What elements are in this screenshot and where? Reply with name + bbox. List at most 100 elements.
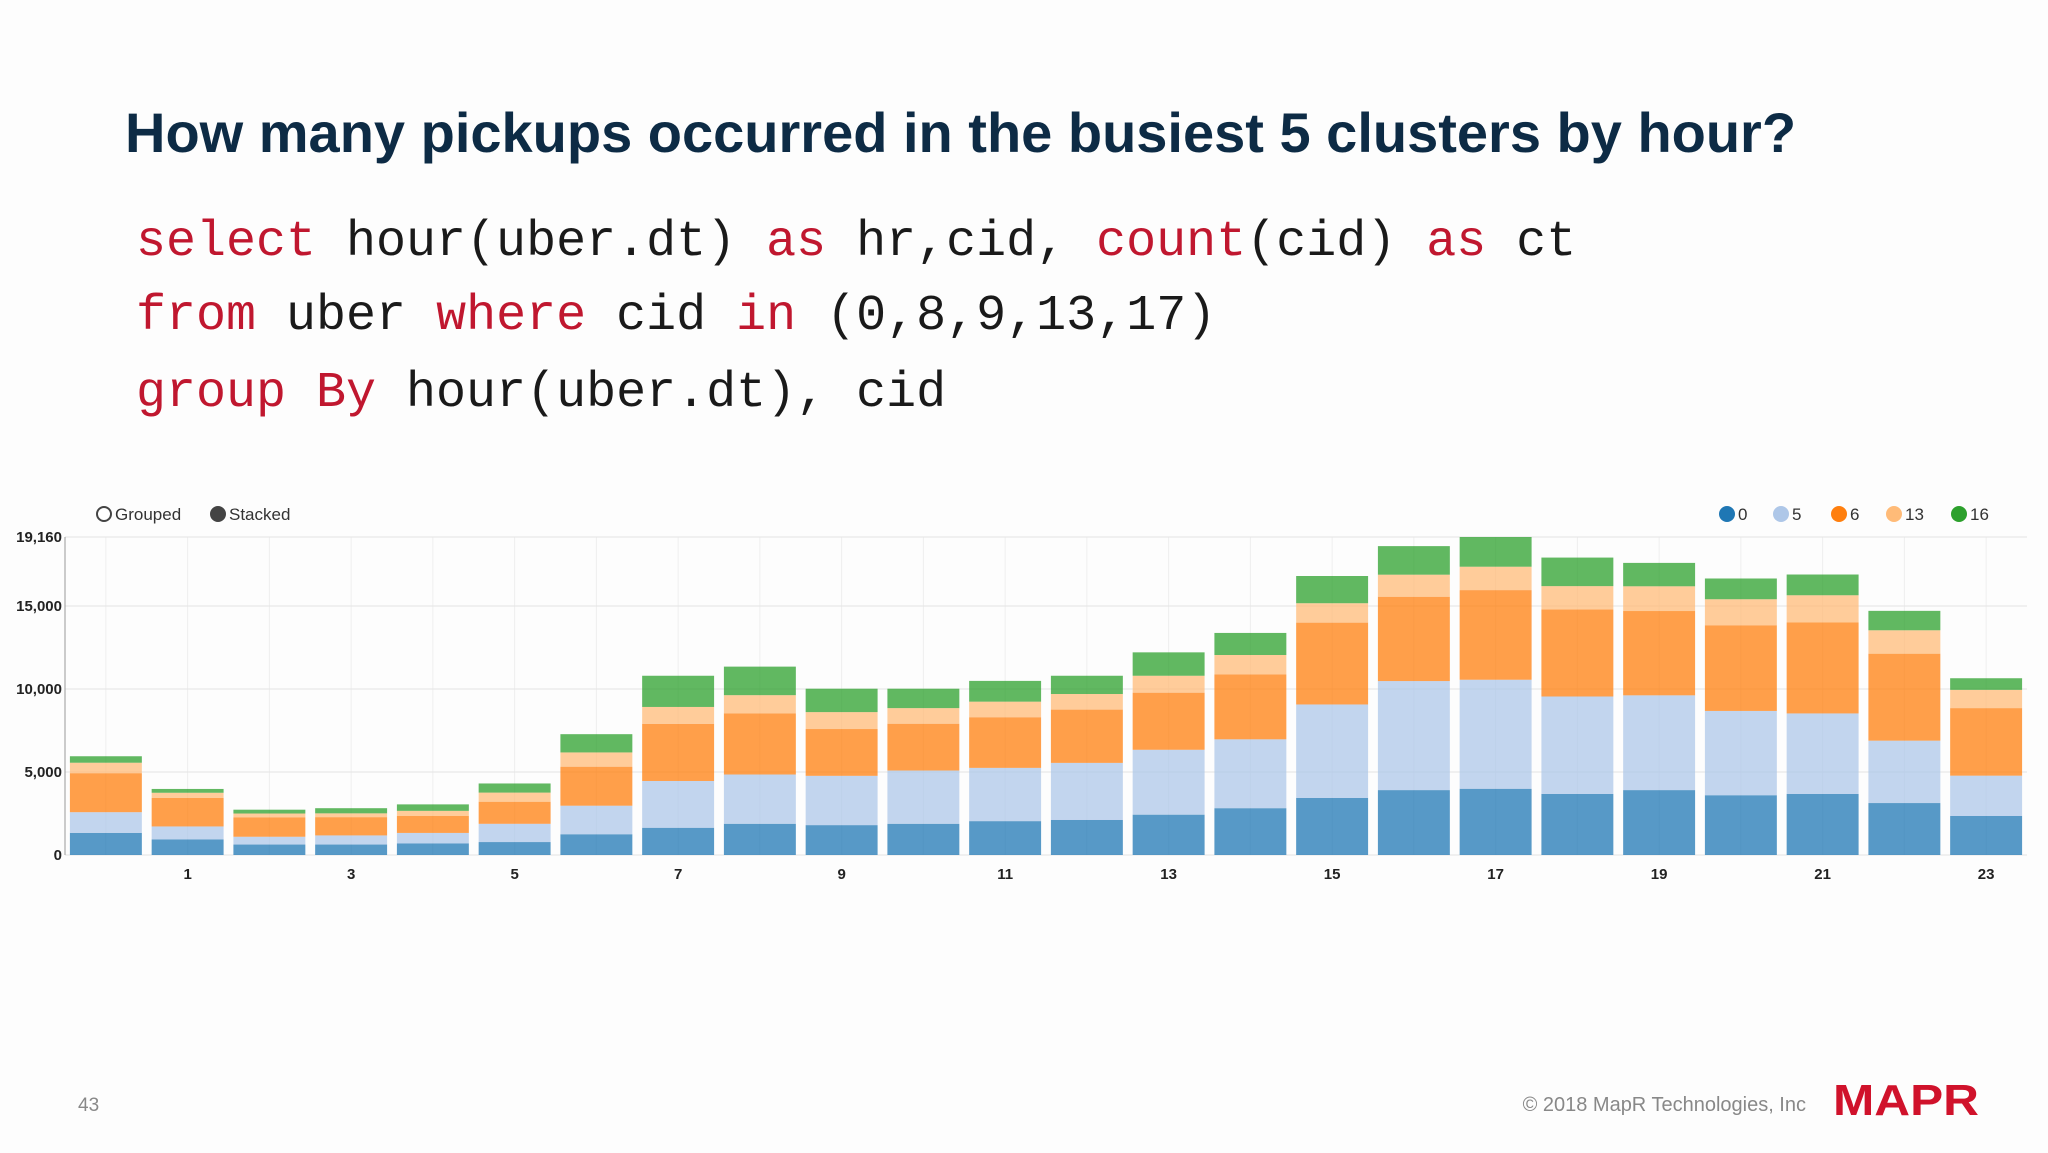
bar-segment	[969, 767, 1042, 822]
code-token: count	[1096, 214, 1246, 271]
bar-segment	[396, 810, 469, 816]
code-token: (cid)	[1246, 214, 1426, 271]
bar-segment	[1132, 692, 1205, 750]
legend-swatch[interactable]	[1719, 506, 1735, 522]
legend-item[interactable]: 16	[1951, 505, 1989, 524]
bar-segment	[1623, 790, 1696, 855]
x-tick-label: 5	[510, 866, 518, 883]
legend-item[interactable]: 13	[1886, 505, 1924, 524]
bar-segment	[887, 708, 960, 724]
bar-segment	[1214, 739, 1287, 809]
bar-segment	[1050, 819, 1123, 855]
bar-segment	[1050, 675, 1123, 695]
legend-item[interactable]: 5	[1773, 505, 1801, 524]
bar-segment	[151, 797, 224, 827]
bar-segment	[560, 805, 633, 835]
legend-label[interactable]: 5	[1792, 505, 1801, 524]
legend-label[interactable]: 0	[1738, 505, 1747, 524]
bar-segment	[1377, 596, 1450, 682]
bar-segment	[1868, 630, 1941, 654]
toggle-label[interactable]: Grouped	[115, 505, 181, 524]
legend-swatch[interactable]	[1951, 506, 1967, 522]
x-tick-label: 13	[1160, 866, 1177, 883]
bar-segment	[1868, 740, 1941, 804]
bar-segment	[1541, 609, 1614, 697]
bar-segment	[151, 826, 224, 840]
legend-label[interactable]: 6	[1850, 505, 1859, 524]
toggle-option[interactable]: Grouped	[96, 505, 181, 524]
bar-segment	[1950, 708, 2023, 776]
bar-segment	[1459, 566, 1532, 591]
x-tick-label: 21	[1814, 866, 1831, 883]
bar-segment	[1786, 622, 1859, 714]
bar-segment	[969, 821, 1042, 855]
bar-segment	[642, 827, 715, 855]
legend-label[interactable]: 16	[1970, 505, 1989, 524]
bar-segment	[560, 752, 633, 767]
bar-segment	[1541, 557, 1614, 587]
bar-segment	[478, 823, 551, 843]
toggle-option[interactable]: Stacked	[210, 505, 290, 524]
x-tick-label: 7	[674, 866, 682, 883]
bar-segment	[723, 666, 796, 696]
bar-segment	[1623, 562, 1696, 587]
bar-segment	[1786, 793, 1859, 855]
bar-segment	[1704, 578, 1777, 600]
x-tick-label: 15	[1324, 866, 1341, 883]
bar-segment	[233, 836, 306, 845]
toggle-radio[interactable]	[96, 506, 112, 522]
bar-segment	[69, 812, 142, 833]
bar-segment	[1541, 586, 1614, 610]
bar-segment	[1459, 679, 1532, 789]
bar-segment	[1868, 653, 1941, 741]
bar-segment	[1950, 689, 2023, 709]
bar-segment	[478, 792, 551, 802]
bar-segment	[315, 808, 388, 814]
code-token: uber	[256, 288, 436, 345]
bar-segment	[478, 783, 551, 793]
legend-swatch[interactable]	[1831, 506, 1847, 522]
bar-segment	[151, 792, 224, 798]
bar-segment	[1623, 611, 1696, 696]
bar-segment	[1950, 678, 2023, 690]
bar-segment	[1132, 814, 1205, 855]
bar-segment	[642, 675, 715, 707]
bar-segment	[723, 823, 796, 855]
x-tick-label: 3	[347, 866, 355, 883]
bar-segment	[560, 766, 633, 806]
bar-segment	[1377, 574, 1450, 597]
bar-segment	[1541, 696, 1614, 794]
bar-segment	[723, 713, 796, 775]
code-token: as	[1426, 214, 1486, 271]
legend-swatch[interactable]	[1886, 506, 1902, 522]
bar-segment	[1459, 537, 1532, 567]
bar-segment	[560, 734, 633, 753]
legend-label[interactable]: 13	[1905, 505, 1924, 524]
bar-segment	[1214, 632, 1287, 656]
bar-segment	[1377, 546, 1450, 575]
bar-segment	[1459, 590, 1532, 680]
legend-item[interactable]: 6	[1831, 505, 1859, 524]
bar-segment	[1704, 599, 1777, 626]
bar-segment	[233, 817, 306, 837]
bar-segment	[1214, 674, 1287, 740]
y-tick-label: 19,160	[16, 529, 62, 546]
bar-segment	[396, 843, 469, 855]
code-line: from uber where cid in (0,8,9,13,17)	[136, 288, 1216, 345]
bar-segment	[1377, 681, 1450, 791]
toggle-label[interactable]: Stacked	[229, 505, 290, 524]
bar-segment	[887, 723, 960, 771]
x-tick-label: 23	[1978, 866, 1995, 883]
code-token: hour(uber.dt)	[316, 214, 766, 271]
bar-segment	[1459, 788, 1532, 855]
bar-segment	[1377, 790, 1450, 855]
bar-segment	[396, 815, 469, 833]
code-token: group By	[136, 365, 376, 422]
legend-item[interactable]: 0	[1719, 505, 1747, 524]
bar-segment	[1132, 675, 1205, 693]
bar-segment	[1704, 795, 1777, 855]
toggle-radio[interactable]	[210, 506, 226, 522]
legend-swatch[interactable]	[1773, 506, 1789, 522]
bar-segment	[1214, 808, 1287, 855]
